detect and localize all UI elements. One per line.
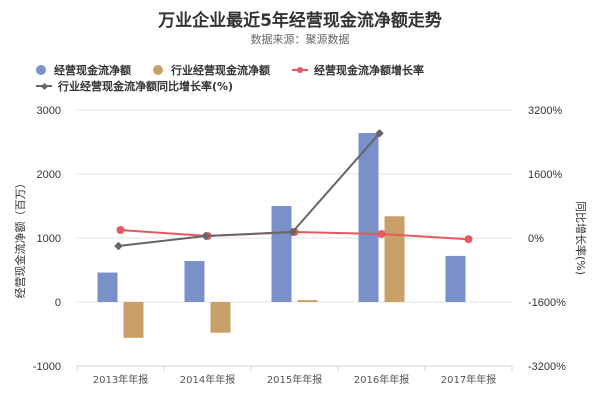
legend-line-circle-icon: [292, 65, 308, 75]
line-point[interactable]: [116, 226, 125, 234]
legend-item-operating-cashflow[interactable]: 经营现金流净额: [36, 62, 131, 78]
line-point[interactable]: [375, 128, 384, 138]
legend-circle-icon: [153, 65, 163, 75]
x-tick-label: 2017年年报: [441, 373, 496, 386]
bar[interactable]: [384, 216, 405, 302]
chart-title: 万业企业最近5年经营现金流净额走势: [158, 11, 442, 31]
y-right-tick-label: 0%: [528, 233, 544, 245]
chart-subtitle: 数据来源：聚源数据: [250, 33, 350, 46]
legend-label: 行业经营现金流净额同比增长率(%): [58, 80, 234, 93]
y-tick-label: 2000: [37, 169, 61, 181]
bar[interactable]: [123, 302, 144, 338]
y-tick-label: 0: [55, 297, 61, 309]
y-right-tick-label: -1600%: [528, 297, 566, 309]
y-right-axis-title: 同比增长率(%): [574, 201, 588, 275]
legend-item-industry-cashflow[interactable]: 行业经营现金流净额: [153, 62, 270, 78]
x-tick-label: 2013年年报: [93, 373, 148, 386]
line-point[interactable]: [377, 230, 386, 238]
bar[interactable]: [297, 300, 318, 303]
y-right-tick-label: -3200%: [528, 361, 566, 373]
y-tick-label: -1000: [33, 361, 61, 373]
x-tick-label: 2014年年报: [180, 373, 235, 386]
x-tick-label: 2016年年报: [354, 373, 409, 386]
line-series: [118, 132, 381, 247]
bar[interactable]: [358, 133, 379, 302]
bar[interactable]: [210, 302, 231, 333]
legend-label: 经营现金流净额: [54, 64, 131, 77]
bar[interactable]: [271, 206, 292, 302]
legend-label: 经营现金流净额增长率: [314, 64, 424, 77]
y-axis-title: 经营现金流净额（百万）: [13, 178, 27, 299]
legend-circle-icon: [36, 65, 46, 75]
legend-label: 行业经营现金流净额: [171, 64, 270, 77]
y-right-tick-label: 3200%: [528, 105, 562, 117]
bar[interactable]: [184, 261, 205, 302]
y-tick-label: 3000: [37, 105, 61, 117]
bar[interactable]: [97, 272, 118, 302]
y-tick-label: 1000: [37, 233, 61, 245]
line-point[interactable]: [464, 235, 473, 244]
chart-legend: 经营现金流净额 行业经营现金流净额 经营现金流净额增长率 行业经营现金流净额同比…: [36, 62, 576, 94]
legend-item-industry-growth[interactable]: 行业经营现金流净额同比增长率(%): [36, 78, 233, 94]
x-tick-label: 2015年年报: [267, 373, 322, 386]
bar[interactable]: [445, 255, 466, 302]
legend-line-diamond-icon: [36, 81, 52, 91]
y-right-tick-label: 1600%: [528, 169, 562, 181]
line-point[interactable]: [201, 231, 210, 241]
legend-item-cashflow-growth[interactable]: 经营现金流净额增长率: [292, 62, 424, 78]
line-point[interactable]: [288, 227, 297, 237]
line-point[interactable]: [114, 241, 123, 251]
